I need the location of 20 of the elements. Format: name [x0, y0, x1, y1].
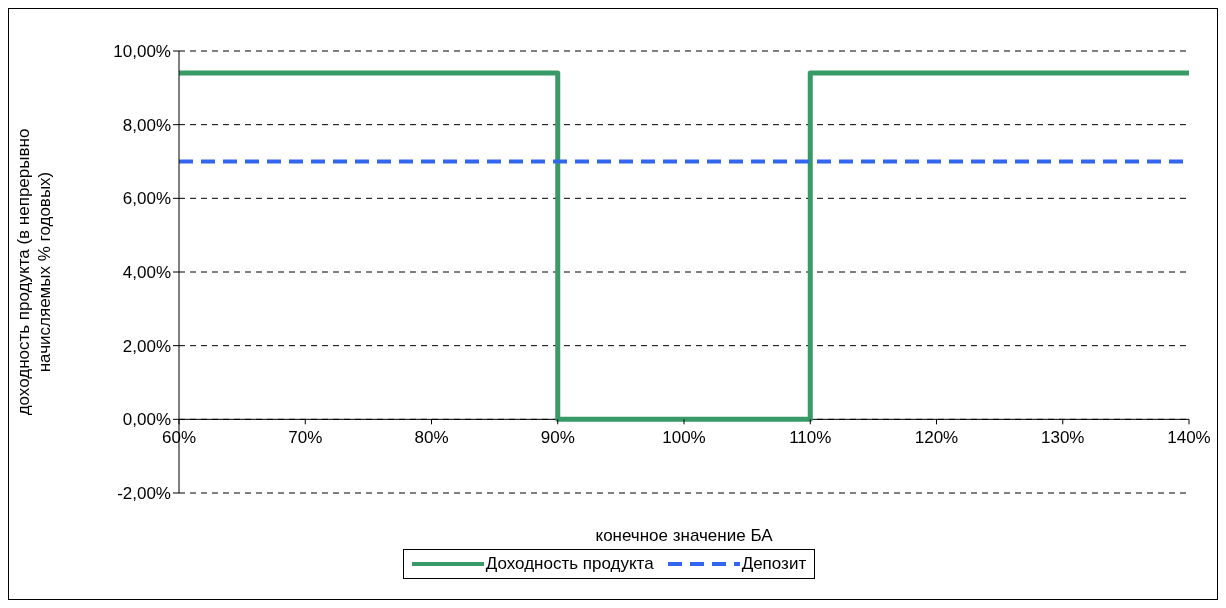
x-tick-label: 100% — [662, 428, 706, 448]
y-tick-label: -2,00% — [117, 484, 171, 504]
legend-label: Депозит — [741, 554, 807, 574]
x-tick-label: 140% — [1167, 428, 1211, 448]
x-tick-label: 110% — [789, 428, 832, 448]
y-axis-title: доходность продукта (в непрерывно начисляемых % годовых) — [14, 128, 54, 416]
y-tick-label: 2,00% — [122, 336, 171, 356]
legend-label: Доходность продукта — [485, 554, 654, 574]
x-tick-label: 80% — [414, 428, 449, 448]
y-tick-label: 8,00% — [122, 115, 171, 135]
y-tick-label: 6,00% — [122, 189, 171, 209]
x-tick-label: 90% — [540, 428, 575, 448]
y-tick-label: 0,00% — [122, 410, 171, 430]
x-tick-label: 120% — [914, 428, 959, 448]
x-tick-label: 60% — [161, 428, 197, 448]
y-tick-label: 4,00% — [122, 263, 171, 283]
x-tick-label: 130% — [1041, 428, 1085, 448]
y-tick-label: 10,00% — [113, 42, 171, 62]
x-axis-title: конечное значение БА — [595, 526, 774, 545]
x-tick-label: 70% — [288, 428, 323, 448]
